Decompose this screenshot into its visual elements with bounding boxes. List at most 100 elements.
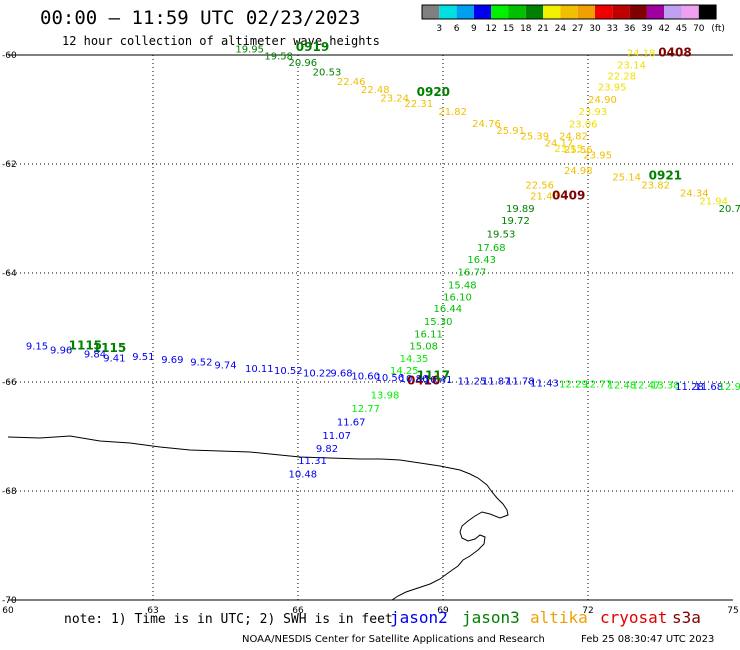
scale-swatch xyxy=(595,5,613,19)
lon-label: 69 xyxy=(437,606,449,616)
generated-timestamp: Feb 25 08:30:47 UTC 2023 xyxy=(581,634,715,645)
wave-height-label: 24.90 xyxy=(588,95,617,106)
scale-border xyxy=(421,4,717,20)
color-scale-legend: 3 6 9 12 15 18 21 24 27 30 33 36 39 42 45 70 (ft) xyxy=(421,4,725,34)
scale-swatch xyxy=(560,5,578,19)
wave-height-label: 12.47 xyxy=(632,381,661,392)
wave-height-label: 24.17 xyxy=(545,139,574,150)
map-title: 00:00 – 11:59 UTC 02/23/2023 xyxy=(40,7,361,29)
scale-label: 36 xyxy=(624,24,636,34)
wave-height-label: 20.74 xyxy=(719,204,740,215)
satellite-legend-altika: altika xyxy=(530,608,588,627)
wave-height-label: 9.52 xyxy=(190,358,212,369)
scale-swatch xyxy=(629,5,647,19)
scale-label: 24 xyxy=(555,24,567,34)
scale-swatch xyxy=(491,5,509,19)
coastline xyxy=(7,435,509,601)
scale-label: 9 xyxy=(471,24,477,34)
wave-height-label: 23.95 xyxy=(583,151,612,162)
wave-height-label: 9.51 xyxy=(132,352,154,363)
lat-label: -66 xyxy=(2,378,17,388)
wave-height-label: 23.15 xyxy=(554,144,583,155)
scale-label: 39 xyxy=(641,24,653,34)
wave-height-label: 23.95 xyxy=(598,82,627,93)
scale-swatch xyxy=(543,5,561,19)
wave-height-label: 9.15 xyxy=(26,341,48,352)
pass-time-label: 0408 xyxy=(658,46,691,60)
satellite-legend-s3a: s3a xyxy=(672,608,701,627)
scale-label: 33 xyxy=(607,24,618,34)
wave-height-label: 24.18 xyxy=(627,49,656,60)
scale-swatch xyxy=(473,5,492,19)
scale-swatch xyxy=(577,5,595,19)
scale-swatch xyxy=(612,5,630,19)
pass-time-label: 1115 xyxy=(93,341,126,355)
coastline-path xyxy=(7,435,509,601)
scale-swatch xyxy=(439,5,457,19)
wave-height-label: 13.98 xyxy=(371,390,400,401)
wave-height-label: 10.86 xyxy=(400,374,429,385)
wave-height-label: 19.72 xyxy=(501,216,530,227)
scale-label: 21 xyxy=(537,24,548,34)
wave-height-label: 11.43 xyxy=(530,378,559,389)
map-subtitle: 12 hour collection of altimeter wave hei… xyxy=(62,34,380,48)
wave-height-label: 10.56 xyxy=(376,373,405,384)
wave-height-label: 11.87 xyxy=(482,377,511,388)
wave-height-label: 9.68 xyxy=(330,369,352,380)
lon-label: 66 xyxy=(292,606,304,616)
wave-height-label: 12.90 xyxy=(719,382,740,393)
pass-time-label: 1115 xyxy=(69,338,102,352)
scale-label: 3 xyxy=(436,24,442,34)
wave-height-label: 15.08 xyxy=(409,341,438,352)
wave-height-label: 19.89 xyxy=(506,204,535,215)
wave-height-label: 19.95 xyxy=(235,44,264,55)
scale-label: 15 xyxy=(503,24,514,34)
scale-swatch xyxy=(681,5,699,19)
wave-height-label: 10.52 xyxy=(274,366,303,377)
wave-height-label: 11.67 xyxy=(337,418,366,429)
wave-height-label: 11.25 xyxy=(458,377,487,388)
wave-height-label: 23.82 xyxy=(641,181,670,192)
wave-height-label: 24.82 xyxy=(559,131,588,142)
scale-swatch xyxy=(698,5,717,19)
wave-height-label: 21.94 xyxy=(699,196,728,207)
scale-swatch xyxy=(646,5,665,19)
scale-label: 27 xyxy=(572,24,583,34)
wave-height-label: 11.68 xyxy=(695,382,724,393)
scale-swatch xyxy=(422,5,440,19)
satellite-legend-jason2: jason2 xyxy=(390,608,448,627)
scale-swatch xyxy=(508,5,526,19)
wave-height-label: 22.46 xyxy=(337,77,366,88)
wave-height-label: 15.30 xyxy=(424,317,453,328)
wave-height-label: 12.48 xyxy=(608,381,637,392)
wave-height-label: 25.91 xyxy=(496,126,525,137)
lat-label: -62 xyxy=(2,160,17,170)
wave-height-label: 20.53 xyxy=(313,68,342,79)
scale-label: 70 xyxy=(693,24,705,34)
scale-label: 30 xyxy=(589,24,601,34)
wave-height-label: 10.60 xyxy=(351,371,380,382)
lon-label: 72 xyxy=(582,606,593,616)
wave-height-label: 15.48 xyxy=(448,280,477,291)
wave-height-label: 21.82 xyxy=(438,107,467,118)
scale-label: 45 xyxy=(676,24,687,34)
lon-label: 75 xyxy=(727,606,738,616)
wave-height-label: 12.77 xyxy=(351,404,380,415)
wave-height-label: 21.46 xyxy=(530,191,559,202)
wave-height-label: 22.31 xyxy=(405,99,434,110)
pass-time-label: 0409 xyxy=(552,188,585,202)
pass-time-label: 0920 xyxy=(417,85,450,99)
wave-height-label: 14.35 xyxy=(400,354,429,365)
wave-height-label: 10.11 xyxy=(245,364,274,375)
scale-swatch xyxy=(525,5,544,19)
wave-height-label: 9.74 xyxy=(214,360,236,371)
scale-label: 18 xyxy=(520,24,532,34)
lat-label: -68 xyxy=(2,487,17,497)
lon-label: 63 xyxy=(147,606,158,616)
satellite-legend-cryosat: cryosat xyxy=(600,608,668,627)
scale-swatch xyxy=(664,5,682,19)
wave-height-label: 25.39 xyxy=(521,131,550,142)
wave-height-label: 11.28 xyxy=(675,382,704,393)
lat-label: -70 xyxy=(2,596,17,606)
